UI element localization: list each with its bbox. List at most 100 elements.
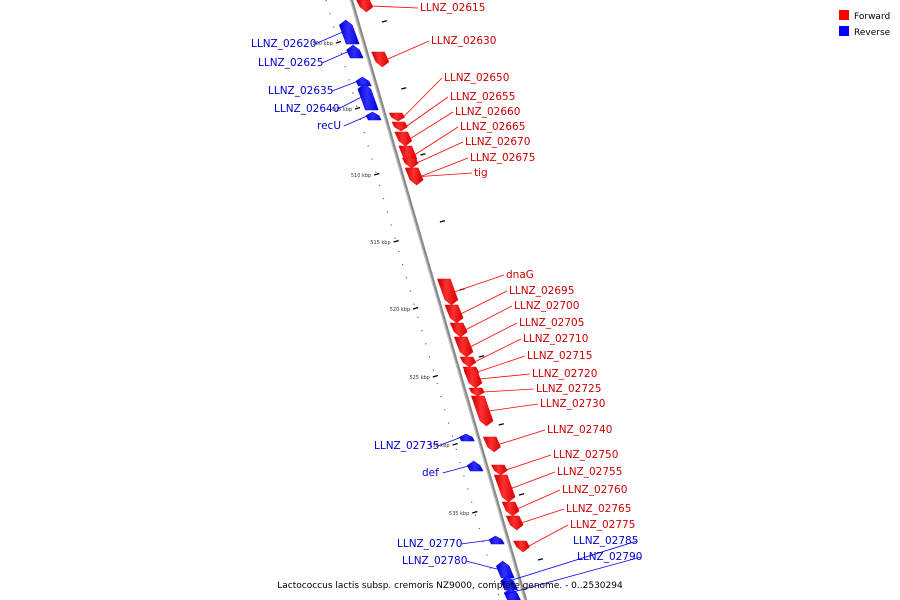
gene-arrow[interactable] bbox=[490, 464, 508, 476]
gene-label[interactable]: LLNZ_02625 bbox=[258, 57, 323, 69]
gene-tig[interactable]: tig bbox=[404, 167, 488, 186]
gene-label[interactable]: LLNZ_02725 bbox=[536, 383, 601, 395]
gene-arrow[interactable] bbox=[505, 515, 524, 531]
gene-label[interactable]: LLNZ_02750 bbox=[553, 449, 618, 461]
gene-LLNZ_02775[interactable]: LLNZ_02775 bbox=[513, 519, 635, 553]
gene-arrow[interactable] bbox=[371, 51, 390, 68]
gene-label[interactable]: LLNZ_02630 bbox=[431, 35, 496, 47]
gene-LLNZ_02640[interactable]: LLNZ_02640 bbox=[274, 83, 379, 115]
gene-arrow[interactable] bbox=[357, 83, 379, 111]
gene-arrow[interactable] bbox=[501, 501, 520, 517]
gene-label[interactable]: recU bbox=[317, 120, 341, 132]
gene-LLNZ_02730[interactable]: LLNZ_02730 bbox=[471, 395, 605, 427]
gene-label[interactable]: LLNZ_02735 bbox=[374, 440, 439, 452]
gene-label[interactable]: tig bbox=[474, 167, 488, 179]
gene-arrow[interactable] bbox=[488, 535, 505, 545]
gene-arrow[interactable] bbox=[471, 395, 494, 427]
gene-LLNZ_02710[interactable]: LLNZ_02710 bbox=[459, 333, 588, 368]
gene-arrow[interactable] bbox=[394, 131, 413, 147]
gene-label[interactable]: LLNZ_02620 bbox=[251, 38, 316, 50]
gene-label[interactable]: LLNZ_02785 bbox=[573, 535, 638, 547]
gene-label[interactable]: LLNZ_02740 bbox=[547, 424, 612, 436]
gene-arrow[interactable] bbox=[388, 112, 405, 122]
gene-label[interactable]: dnaG bbox=[506, 269, 534, 281]
gene-LLNZ_02790[interactable]: LLNZ_02790 bbox=[503, 551, 642, 600]
gene-label[interactable]: LLNZ_02700 bbox=[514, 300, 579, 312]
gene-label[interactable]: LLNZ_02615 bbox=[420, 2, 485, 14]
gene-arrow[interactable] bbox=[346, 44, 364, 59]
gene-arrow[interactable] bbox=[459, 433, 475, 442]
gene-LLNZ_02675[interactable]: LLNZ_02675 bbox=[404, 152, 535, 186]
gene-LLNZ_02770[interactable]: LLNZ_02770 bbox=[397, 535, 505, 550]
gene-label[interactable]: LLNZ_02660 bbox=[455, 106, 520, 118]
gene-arrow[interactable] bbox=[365, 111, 382, 121]
gene-LLNZ_02750[interactable]: LLNZ_02750 bbox=[490, 449, 618, 476]
gene-LLNZ_02635[interactable]: LLNZ_02635 bbox=[268, 76, 372, 97]
gene-LLNZ_02695[interactable]: LLNZ_02695 bbox=[444, 285, 574, 324]
gene-arrow[interactable] bbox=[449, 322, 468, 338]
gene-LLNZ_02655[interactable]: LLNZ_02655 bbox=[391, 91, 516, 132]
gene-LLNZ_02700[interactable]: LLNZ_02700 bbox=[449, 300, 579, 338]
gene-arrow[interactable] bbox=[401, 157, 419, 169]
gene-LLNZ_02780[interactable]: LLNZ_02780 bbox=[402, 555, 515, 579]
gene-label[interactable]: LLNZ_02675 bbox=[470, 152, 535, 164]
gene-arrow[interactable] bbox=[463, 369, 483, 389]
gene-arrow[interactable] bbox=[493, 474, 516, 503]
gene-arrow[interactable] bbox=[495, 560, 515, 579]
gene-arrow[interactable] bbox=[453, 336, 474, 358]
gene-arrow[interactable] bbox=[444, 304, 464, 324]
gene-LLNZ_02725[interactable]: LLNZ_02725 bbox=[468, 383, 601, 397]
gene-LLNZ_02760[interactable]: LLNZ_02760 bbox=[501, 484, 627, 517]
gene-LLNZ_02660[interactable]: LLNZ_02660 bbox=[394, 106, 521, 147]
gene-label[interactable]: LLNZ_02635 bbox=[268, 85, 333, 97]
gene-recU[interactable]: recU bbox=[317, 111, 382, 132]
gene-LLNZ_02755[interactable]: LLNZ_02755 bbox=[493, 466, 622, 503]
gene-arrow[interactable] bbox=[404, 167, 424, 186]
gene-LLNZ_02720[interactable]: LLNZ_02720 bbox=[463, 368, 598, 389]
gene-label[interactable]: LLNZ_02720 bbox=[532, 368, 597, 380]
gene-arrow[interactable] bbox=[391, 121, 408, 132]
gene-arrow[interactable] bbox=[503, 587, 521, 600]
gene-arrow[interactable] bbox=[513, 540, 530, 553]
gene-label[interactable]: LLNZ_02765 bbox=[566, 503, 631, 515]
gene-LLNZ_02620[interactable]: LLNZ_02620 bbox=[251, 19, 360, 50]
gene-arrow[interactable] bbox=[466, 460, 484, 472]
gene-arrow[interactable] bbox=[437, 278, 459, 306]
gene-label[interactable]: LLNZ_02770 bbox=[397, 538, 462, 550]
gene-arrow[interactable] bbox=[459, 356, 477, 368]
gene-LLNZ_02735[interactable]: LLNZ_02735 bbox=[374, 433, 475, 452]
gene-leader-line bbox=[465, 560, 499, 570]
gene-label[interactable]: LLNZ_02650 bbox=[444, 72, 509, 84]
gene-arrow[interactable] bbox=[468, 387, 485, 397]
gene-label[interactable]: LLNZ_02790 bbox=[577, 551, 642, 563]
gene-LLNZ_02765[interactable]: LLNZ_02765 bbox=[505, 503, 631, 531]
gene-dnaG[interactable]: dnaG bbox=[437, 269, 534, 306]
gene-label[interactable]: LLNZ_02755 bbox=[557, 466, 622, 478]
gene-arrow[interactable] bbox=[356, 0, 374, 13]
gene-label[interactable]: LLNZ_02695 bbox=[509, 285, 574, 297]
gene-label[interactable]: LLNZ_02775 bbox=[570, 519, 635, 531]
gene-label[interactable]: LLNZ_02715 bbox=[527, 350, 592, 362]
gene-arrow[interactable] bbox=[338, 19, 360, 45]
gene-LLNZ_02740[interactable]: LLNZ_02740 bbox=[482, 424, 612, 453]
gene-label[interactable]: def bbox=[422, 467, 439, 479]
gene-LLNZ_02705[interactable]: LLNZ_02705 bbox=[453, 317, 584, 358]
gene-def[interactable]: def bbox=[422, 460, 484, 479]
gene-label[interactable]: LLNZ_02760 bbox=[562, 484, 627, 496]
gene-label[interactable]: LLNZ_02670 bbox=[465, 136, 530, 148]
gene-label[interactable]: LLNZ_02665 bbox=[460, 121, 525, 133]
gene-label[interactable]: LLNZ_02730 bbox=[540, 398, 605, 410]
gene-LLNZ_02625[interactable]: LLNZ_02625 bbox=[258, 44, 364, 69]
gene-LLNZ_02630[interactable]: LLNZ_02630 bbox=[371, 35, 497, 68]
gene-LLNZ_02670[interactable]: LLNZ_02670 bbox=[401, 136, 530, 169]
gene-LLNZ_02785[interactable]: LLNZ_02785 bbox=[500, 535, 639, 591]
gene-leader-line bbox=[321, 51, 349, 64]
gene-label[interactable]: LLNZ_02705 bbox=[519, 317, 584, 329]
gene-label[interactable]: LLNZ_02780 bbox=[402, 555, 467, 567]
gene-label[interactable]: LLNZ_02655 bbox=[450, 91, 515, 103]
gene-LLNZ_02650[interactable]: LLNZ_02650 bbox=[388, 72, 509, 122]
gene-label[interactable]: LLNZ_02640 bbox=[274, 103, 339, 115]
gene-LLNZ_02615[interactable]: LLNZ_02615 bbox=[356, 0, 485, 14]
gene-label[interactable]: LLNZ_02710 bbox=[523, 333, 588, 345]
gene-arrow[interactable] bbox=[482, 436, 501, 453]
